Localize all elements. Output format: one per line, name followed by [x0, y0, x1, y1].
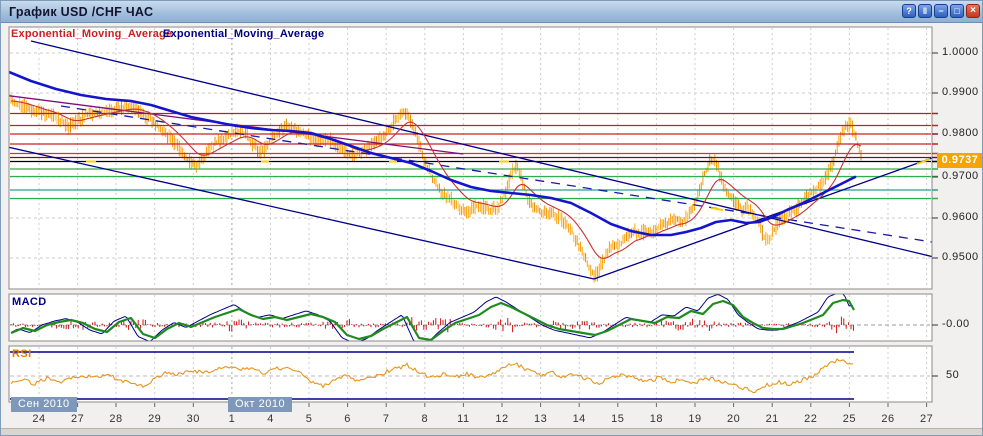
current-price-tag: 0.9737	[937, 153, 983, 168]
x-axis-label: 8	[412, 413, 438, 425]
x-axis-label: 27	[914, 413, 940, 425]
y-axis-label: 0.9900	[942, 86, 979, 98]
y-axis-label: 0.9500	[942, 251, 979, 263]
window-title: График USD /CHF ЧАС	[9, 5, 153, 19]
labels-layer: Exponential_Moving_Average Exponential_M…	[1, 1, 983, 436]
macd-panel-label: MACD	[12, 296, 47, 308]
x-axis-label: 1	[219, 413, 245, 425]
y-axis-label: 1.0000	[942, 46, 979, 58]
month-badge-october: Окт 2010	[228, 397, 292, 412]
x-axis-label: 29	[142, 413, 168, 425]
x-axis-label: 24	[26, 413, 52, 425]
legend-ema-1: Exponential_Moving_Average	[11, 28, 172, 40]
x-axis-label: 27	[65, 413, 91, 425]
minimize-button[interactable]: −	[934, 4, 948, 18]
x-axis-label: 19	[682, 413, 708, 425]
window-bottom-edge	[1, 428, 983, 435]
x-axis-label: 6	[335, 413, 361, 425]
pause-button[interactable]: ‖	[918, 4, 932, 18]
x-axis-label: 25	[836, 413, 862, 425]
x-axis-label: 20	[721, 413, 747, 425]
window-controls: ? ‖ − □ ×	[902, 4, 980, 18]
legend-ema-2: Exponential_Moving_Average	[163, 28, 324, 40]
y-axis-label: 0.9600	[942, 211, 979, 223]
x-axis-label: 4	[258, 413, 284, 425]
title-bar[interactable]: График USD /CHF ЧАС ? ‖ − □ ×	[1, 1, 983, 23]
rsi-level-label: 50	[946, 369, 959, 381]
x-axis-label: 13	[528, 413, 554, 425]
month-badge-september: Сен 2010	[11, 397, 77, 412]
x-axis-label: 28	[103, 413, 129, 425]
close-button[interactable]: ×	[966, 4, 980, 18]
x-axis-label: 7	[373, 413, 399, 425]
x-axis-label: 22	[798, 413, 824, 425]
chart-window: Exponential_Moving_Average Exponential_M…	[0, 0, 983, 436]
x-axis-label: 26	[875, 413, 901, 425]
x-axis-label: 12	[489, 413, 515, 425]
x-axis-label: 15	[605, 413, 631, 425]
y-axis-label: 0.9800	[942, 127, 979, 139]
macd-zero-label: -0.00	[942, 318, 970, 330]
help-button[interactable]: ?	[902, 4, 916, 18]
rsi-panel-label: RSI	[12, 348, 32, 360]
x-axis-label: 11	[450, 413, 476, 425]
y-axis-label: 0.9700	[942, 170, 979, 182]
restore-button[interactable]: □	[950, 4, 964, 18]
x-axis-label: 18	[643, 413, 669, 425]
x-axis-label: 14	[566, 413, 592, 425]
x-axis-label: 5	[296, 413, 322, 425]
x-axis-label: 30	[180, 413, 206, 425]
x-axis-label: 21	[759, 413, 785, 425]
